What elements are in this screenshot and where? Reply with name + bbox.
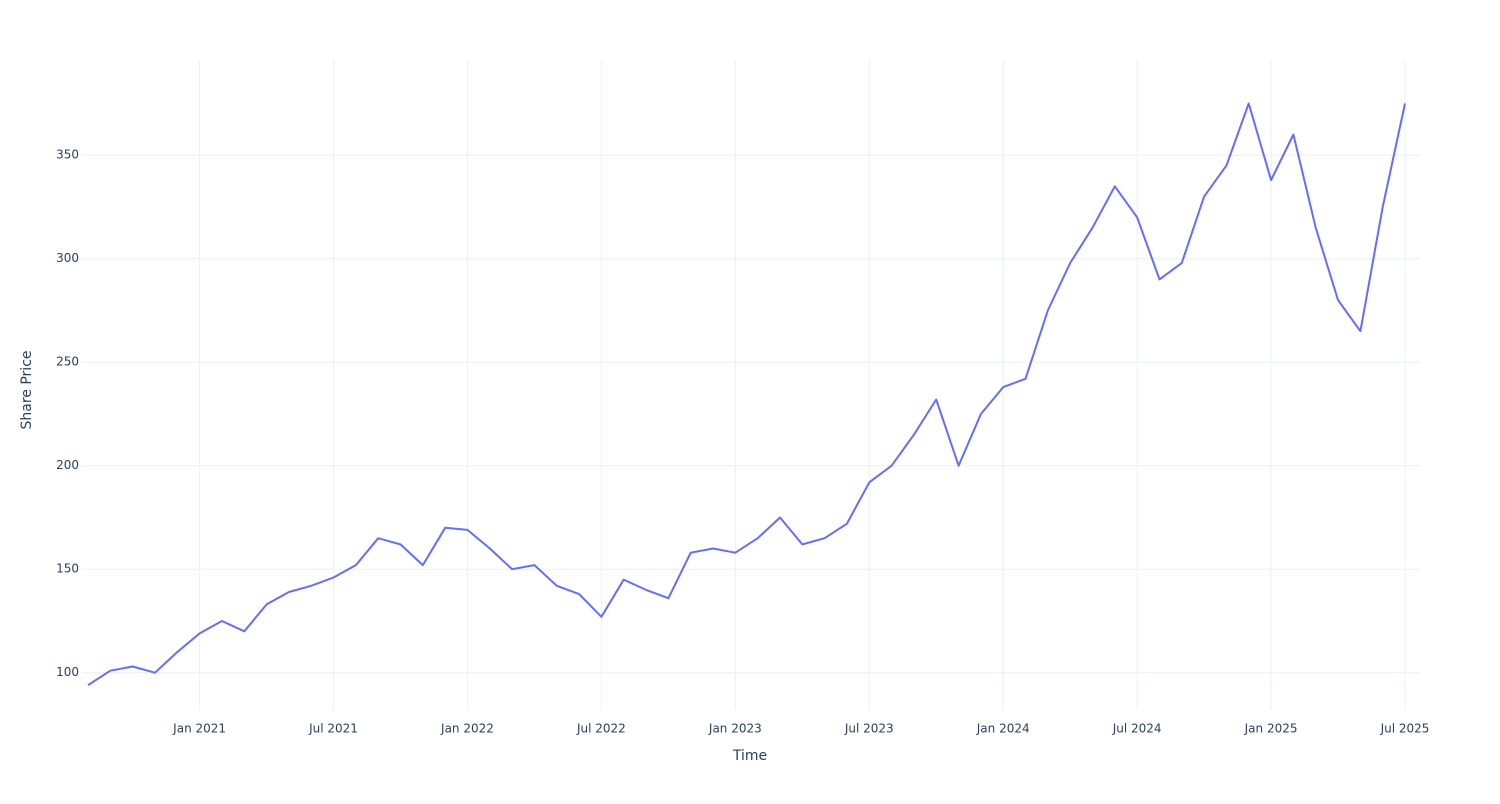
x-tick-label: Jul 2022 bbox=[576, 722, 626, 736]
x-tick-label: Jan 2024 bbox=[976, 722, 1030, 736]
y-tick-label: 100 bbox=[56, 665, 79, 679]
x-tick-label: Jul 2021 bbox=[308, 722, 358, 736]
x-tick-label: Jan 2025 bbox=[1244, 722, 1298, 736]
x-tick-label: Jan 2023 bbox=[708, 722, 762, 736]
x-tick-label: Jul 2024 bbox=[1112, 722, 1162, 736]
price-line bbox=[87, 102, 1406, 687]
y-axis-title: Share Price bbox=[19, 350, 35, 429]
y-tick-label: 300 bbox=[56, 251, 79, 265]
x-tick-label: Jan 2021 bbox=[172, 722, 226, 736]
x-axis-title: Time bbox=[732, 748, 767, 764]
y-tick-label: 200 bbox=[56, 458, 79, 472]
x-tick-label: Jul 2023 bbox=[844, 722, 894, 736]
x-tick-label: Jan 2022 bbox=[440, 722, 494, 736]
y-tick-label: 250 bbox=[56, 355, 79, 369]
y-tick-label: 150 bbox=[56, 562, 79, 576]
y-tick-label: 350 bbox=[56, 148, 79, 162]
x-tick-label: Jul 2025 bbox=[1380, 722, 1430, 736]
